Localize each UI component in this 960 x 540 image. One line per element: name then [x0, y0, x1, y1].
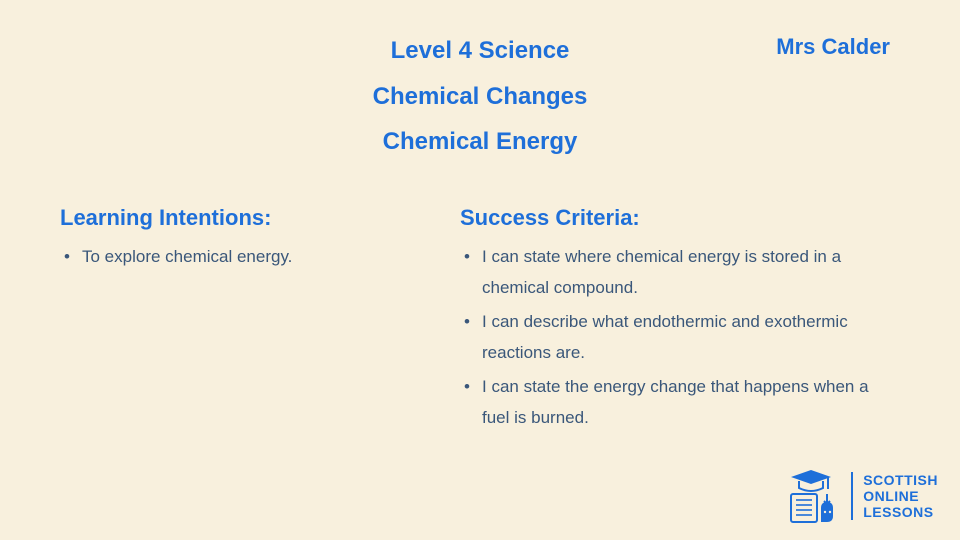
logo-line-1: SCOTTISH — [863, 472, 938, 488]
list-item: I can describe what endothermic and exot… — [460, 306, 900, 369]
header-line-3: Chemical Energy — [0, 119, 960, 165]
lessons-icon — [781, 466, 841, 526]
success-criteria-column: Success Criteria: I can state where chem… — [460, 205, 900, 436]
logo-text: SCOTTISH ONLINE LESSONS — [851, 472, 938, 520]
header-line-2: Chemical Changes — [0, 74, 960, 120]
success-criteria-title: Success Criteria: — [460, 205, 900, 231]
list-item: I can state where chemical energy is sto… — [460, 241, 900, 304]
learning-intentions-column: Learning Intentions: To explore chemical… — [60, 205, 420, 436]
logo-line-3: LESSONS — [863, 504, 938, 520]
brand-logo: SCOTTISH ONLINE LESSONS — [781, 466, 938, 526]
list-item: I can state the energy change that happe… — [460, 371, 900, 434]
learning-intentions-list: To explore chemical energy. — [60, 241, 420, 272]
content-columns: Learning Intentions: To explore chemical… — [0, 165, 960, 436]
teacher-name: Mrs Calder — [776, 34, 890, 60]
header-block: Level 4 Science Chemical Changes Chemica… — [0, 0, 960, 165]
success-criteria-list: I can state where chemical energy is sto… — [460, 241, 900, 434]
learning-intentions-title: Learning Intentions: — [60, 205, 420, 231]
logo-line-2: ONLINE — [863, 488, 938, 504]
list-item: To explore chemical energy. — [60, 241, 420, 272]
